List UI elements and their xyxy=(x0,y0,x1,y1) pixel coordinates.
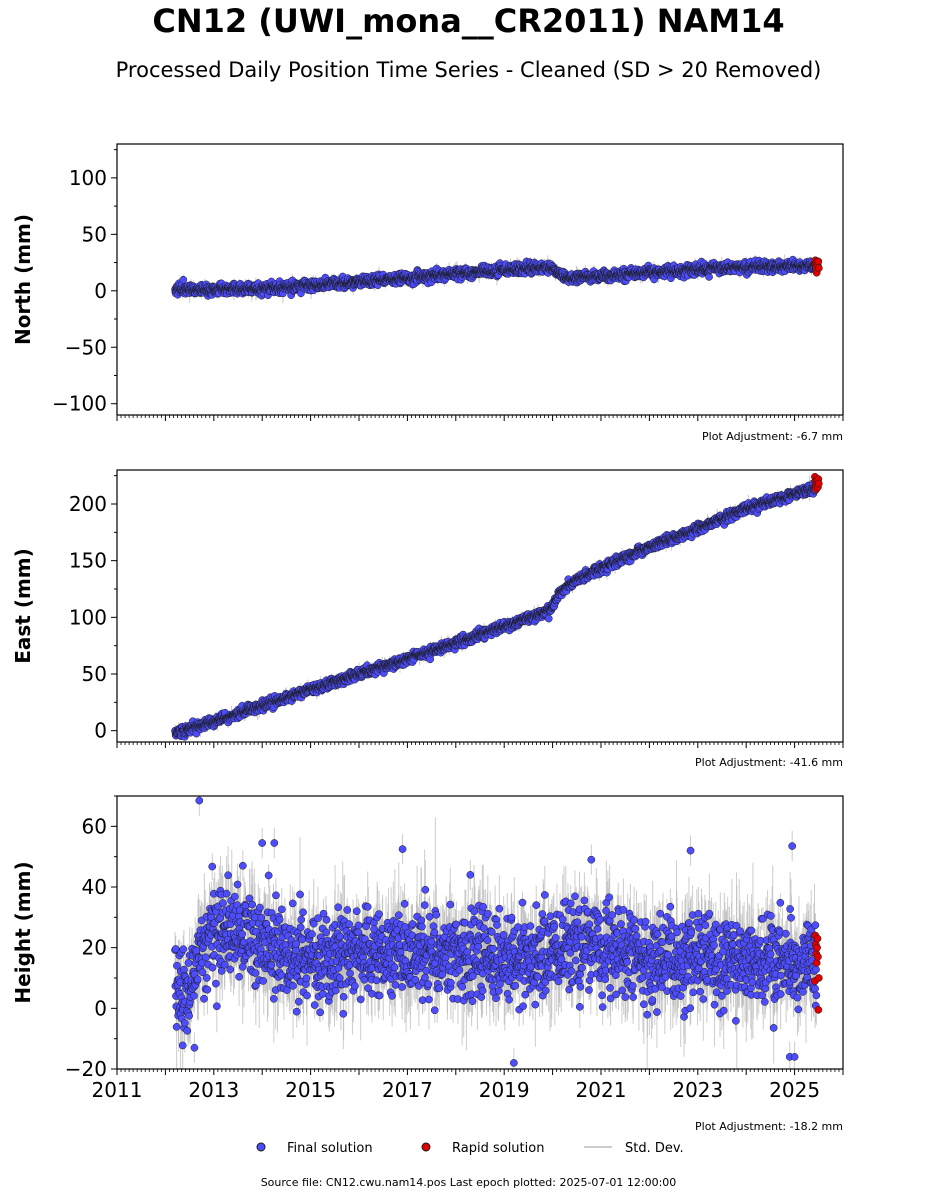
y-tick-label: −50 xyxy=(65,335,107,359)
rapid-point xyxy=(814,257,823,266)
panels: −100 −50 0 50 100 North (mm) Plot Adjustment: … xyxy=(11,143,844,1133)
final-point xyxy=(179,275,188,284)
plot-adjustment-note: Plot Adjustment: -6.7 mm xyxy=(702,430,843,443)
series-group xyxy=(171,472,823,741)
rapid-solution-points xyxy=(811,256,823,277)
y-tick-label: −100 xyxy=(52,392,107,416)
chart-title: CN12 (UWI_mona__CR2011) NAM14 xyxy=(152,2,785,40)
rapid-point xyxy=(814,264,823,273)
series-group xyxy=(171,254,823,304)
chart-subtitle: Processed Daily Position Time Series - C… xyxy=(115,58,822,82)
y-tick-label: 100 xyxy=(69,166,107,190)
plot-frame xyxy=(116,143,844,416)
final-solution-points xyxy=(171,255,821,300)
panel-north: −100 −50 0 50 100 North (mm) Plot Adjustment: … xyxy=(11,143,844,443)
y-axis-label: North (mm) xyxy=(11,214,35,345)
y-tick-label: 50 xyxy=(82,222,107,246)
y-tick-label: 0 xyxy=(94,279,107,303)
